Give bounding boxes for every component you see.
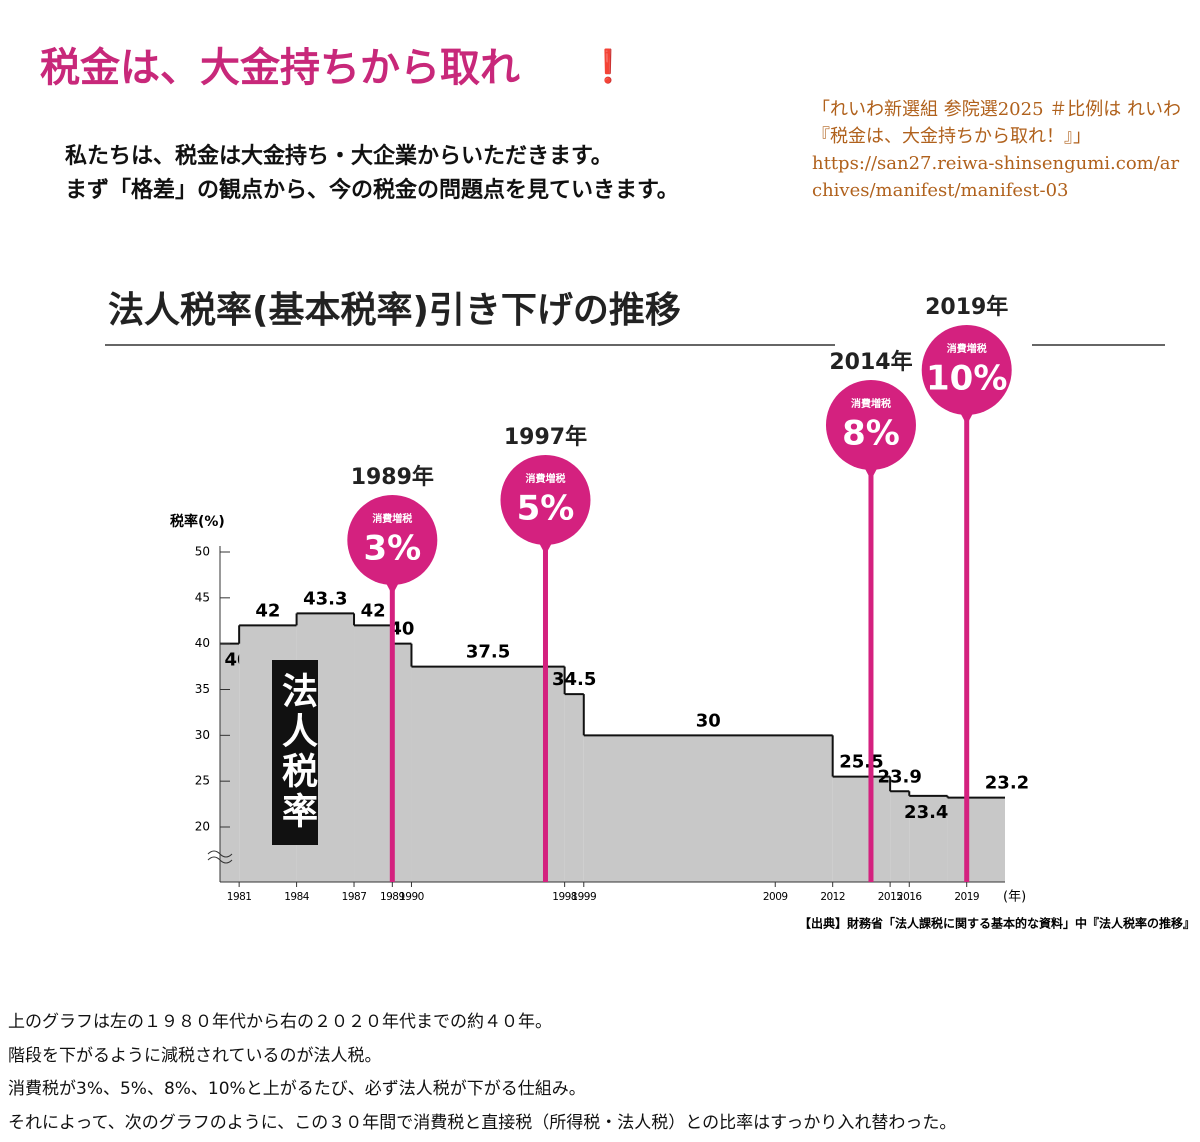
footer-line: 消費税が3%、5%、8%、10%と上がるたび、必ず法人税が下がる仕組み。 — [8, 1079, 586, 1099]
x-tick-label: 2015 — [878, 891, 903, 903]
event-tag: 消費増税 — [372, 512, 412, 525]
exclamation: ❗ — [588, 47, 628, 85]
y-axis-label: 税率(%) — [170, 513, 225, 530]
x-tick-label: 2019 — [954, 891, 979, 903]
data-label: 23.2 — [985, 773, 1029, 794]
y-tick-label: 40 — [195, 636, 210, 650]
data-label: 30 — [696, 710, 721, 731]
area-segment — [564, 694, 584, 882]
area-segment — [392, 643, 412, 882]
data-label: 23.4 — [904, 802, 948, 823]
footer-line: 上のグラフは左の１９８０年代から右の２０２０年代までの約４０年。 — [8, 1012, 552, 1032]
footer-line: 階段を下がるように減税されているのが法人税。 — [8, 1046, 382, 1066]
page-title: 税金は、大金持ちから取れ — [40, 45, 520, 91]
footer-line: それによって、次のグラフのように、この３０年間で消費税と直接税（所得税・法人税）… — [8, 1113, 956, 1133]
area-label: 法人税率 — [276, 672, 318, 832]
data-label: 42 — [361, 600, 386, 621]
area-segment — [411, 666, 565, 882]
event-bubble — [347, 495, 438, 585]
x-tick-label: 1984 — [284, 891, 310, 903]
event-rate: 10% — [926, 359, 1007, 399]
chart-title: 法人税率(基本税率)引き下げの推移 — [108, 290, 681, 331]
event-tag: 消費増税 — [525, 472, 565, 485]
x-tick-label: 1990 — [399, 891, 424, 903]
citation: 「れいわ新選組 参院選2025 ＃比例は れいわ『税金は、大金持ちから取れ！』」… — [812, 96, 1182, 204]
event-year: 1997年 — [504, 424, 587, 450]
x-tick-label: 2016 — [897, 891, 923, 903]
x-tick-label: 2009 — [763, 891, 788, 903]
area-label-box — [272, 660, 318, 845]
event-tag: 消費増税 — [851, 397, 891, 410]
x-unit: (年) — [1003, 890, 1026, 905]
intro-line: まず「格差」の観点から、今の税金の問題点を見ていきます。 — [65, 177, 679, 203]
event-year: 1989年 — [351, 464, 434, 490]
y-tick-label: 35 — [195, 682, 210, 696]
data-label: 23.9 — [877, 766, 921, 787]
citation-text: 「れいわ新選組 参院選2025 ＃比例は れいわ『税金は、大金持ちから取れ！』」 — [812, 99, 1181, 147]
event-rate: 8% — [842, 414, 900, 454]
x-tick-label: 1998 — [552, 891, 577, 903]
event-bubble — [825, 380, 916, 470]
data-label: 40 — [389, 619, 414, 640]
event-year: 2014年 — [829, 349, 912, 375]
event-bubble — [921, 325, 1012, 415]
citation-url: https://san27.reiwa-shinsengumi.com/arch… — [812, 153, 1180, 201]
event-rate: 5% — [517, 489, 575, 529]
x-tick-label: 1981 — [227, 891, 252, 903]
area-segment — [909, 795, 948, 882]
area-segment — [947, 797, 1005, 882]
x-tick-label: 1999 — [571, 891, 596, 903]
event-rate: 3% — [363, 529, 421, 569]
data-label: 37.5 — [466, 642, 510, 663]
chart-source: 【出典】財務省「法人課税に関する基本的な資料」中『法人税率の推移』 — [799, 916, 1195, 931]
y-tick-label: 45 — [195, 590, 210, 604]
area-segment — [220, 643, 240, 882]
area-segment — [583, 735, 833, 882]
intro-line: 私たちは、税金は大金持ち・大企業からいただきます。 — [65, 143, 613, 169]
data-label: 42 — [255, 600, 280, 621]
event-tag: 消費増税 — [947, 342, 987, 355]
area-segment — [890, 791, 910, 882]
y-tick-label: 20 — [195, 820, 210, 834]
data-label: 43.3 — [303, 588, 347, 609]
event-year: 2019年 — [925, 294, 1008, 320]
area-segment — [832, 776, 891, 882]
area-segment — [354, 625, 393, 882]
event-bubble — [500, 455, 591, 545]
x-tick-label: 1987 — [342, 891, 367, 903]
axis-break — [207, 850, 233, 864]
data-label: 34.5 — [552, 669, 596, 690]
x-tick-label: 2012 — [820, 891, 845, 903]
x-tick-label: 1989 — [380, 891, 405, 903]
y-tick-label: 30 — [195, 728, 210, 742]
y-tick-label: 25 — [195, 774, 210, 788]
y-tick-label: 50 — [195, 545, 210, 559]
